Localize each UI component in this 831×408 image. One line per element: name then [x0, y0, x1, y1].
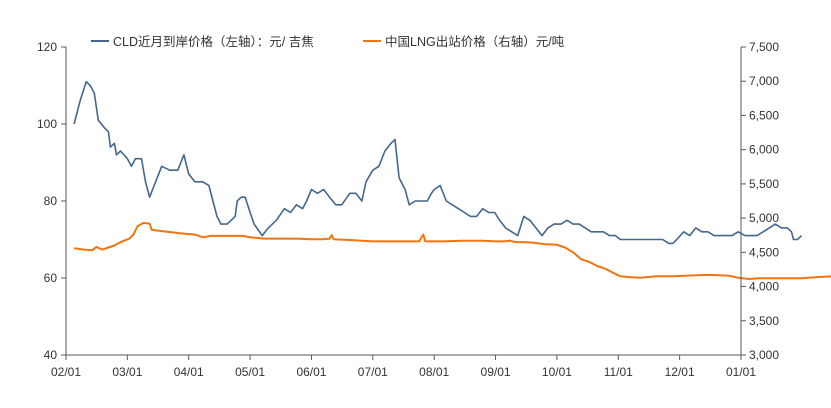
right-y-tick-label: 6,000: [749, 143, 779, 157]
x-tick-label: 11/01: [604, 365, 633, 379]
axes-layer: 40 60 80 100 120 3,000 3,500 4,000 4,500 5,000 5,5…: [37, 40, 779, 379]
series-line-cld-price: [73, 80, 803, 245]
right-y-tick-label: 4,500: [749, 245, 779, 259]
right-y-tick-label: 4,000: [749, 280, 779, 294]
left-y-tick-label: 100: [37, 117, 57, 131]
right-y-tick-label: 7,500: [749, 40, 779, 54]
x-tick-label: 03/01: [112, 365, 142, 379]
x-tick-label: 05/01: [235, 365, 265, 379]
left-y-tick-label: 60: [44, 271, 58, 285]
right-y-tick-label: 7,000: [749, 74, 779, 88]
right-y-tick-label: 3,000: [749, 348, 779, 362]
legend: CLD近月到岸价格（左轴）：元/ 吉焦 中国LNG出站价格（右轴）元/吨: [91, 34, 565, 49]
left-y-tick-label: 120: [37, 40, 57, 54]
right-y-tick-label: 5,500: [749, 177, 779, 191]
x-tick-label: 10/01: [542, 365, 572, 379]
right-y-tick-label: 6,500: [749, 108, 779, 122]
x-tick-label: 02/01: [51, 365, 81, 379]
series-layer: [73, 80, 831, 280]
x-tick-label: 07/01: [358, 365, 388, 379]
left-y-tick-label: 40: [44, 348, 58, 362]
legend-label-lng: 中国LNG出站价格（右轴）元/吨: [385, 34, 565, 49]
right-y-tick-label: 5,000: [749, 211, 779, 225]
x-tick-label: 09/01: [481, 365, 511, 379]
right-y-tick-label: 3,500: [749, 314, 779, 328]
x-tick-label: 01/01: [726, 365, 756, 379]
legend-label-cld: CLD近月到岸价格（左轴）：元/ 吉焦: [113, 34, 314, 49]
x-tick-label: 12/01: [665, 365, 695, 379]
series-line-lng-price: [73, 221, 831, 280]
x-tick-label: 08/01: [419, 365, 449, 379]
x-tick-label: 04/01: [174, 365, 204, 379]
left-y-tick-label: 80: [44, 194, 58, 208]
x-tick-label: 06/01: [296, 365, 326, 379]
